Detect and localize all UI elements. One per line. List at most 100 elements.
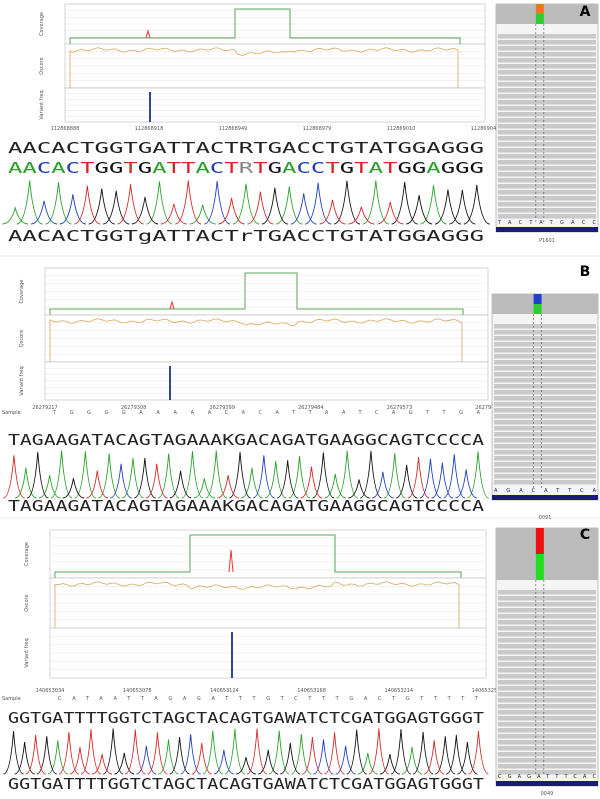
igv-read — [498, 124, 596, 129]
igv-gene — [492, 495, 598, 500]
igv-read — [498, 680, 596, 685]
igv-read — [498, 722, 596, 727]
coordinate: 112869040 — [471, 126, 500, 132]
coverage-spike — [169, 300, 175, 310]
igv-read — [498, 656, 596, 661]
igv-read — [498, 202, 596, 207]
igv-read — [498, 740, 596, 745]
coordinate: 140653034 — [36, 688, 65, 694]
track-label: Variant freq — [39, 90, 45, 119]
igv-caption: 0049 — [541, 791, 554, 797]
igv-read — [498, 608, 596, 613]
igv-read — [498, 614, 596, 619]
igv-read — [498, 716, 596, 721]
igv-read — [498, 704, 596, 709]
igv-read — [498, 758, 596, 763]
igv-read — [494, 468, 596, 473]
igv-read — [494, 360, 596, 365]
igv-read — [498, 196, 596, 201]
igv-read — [498, 118, 596, 123]
igv-read — [494, 462, 596, 467]
igv-coverage — [492, 294, 598, 314]
igv-read — [498, 632, 596, 637]
chromatogram-trace — [3, 728, 478, 775]
igv-read — [498, 764, 596, 769]
igv-read — [494, 390, 596, 395]
igv-read — [494, 348, 596, 353]
igv-read — [498, 668, 596, 673]
igv-read — [494, 414, 596, 419]
igv-read — [498, 64, 596, 69]
igv-read — [494, 438, 596, 443]
coordinate: 112868979 — [303, 126, 332, 132]
igv-read — [498, 112, 596, 117]
igv-read — [494, 378, 596, 383]
igv-read — [498, 88, 596, 93]
igv-read — [498, 650, 596, 655]
igv-read — [498, 136, 596, 141]
coverage-spike — [145, 29, 151, 39]
igv-read — [494, 366, 596, 371]
panel-label: C — [580, 527, 590, 543]
igv-read — [498, 184, 596, 189]
igv-gene — [496, 227, 598, 232]
igv-read — [498, 166, 596, 171]
sample-row: CATAATTAGAGATTTGTCTTTGACTGTTTTT — [58, 696, 479, 702]
chromatogram-trace — [25, 728, 489, 775]
igv-read — [494, 408, 596, 413]
coverage-line — [54, 534, 462, 578]
igv-read — [494, 450, 596, 455]
igv-read — [494, 324, 596, 329]
track-label: Coverage — [24, 542, 30, 566]
chromatogram-trace — [47, 728, 423, 775]
coordinate: 26279217 — [32, 405, 57, 411]
coordinate: 140653124 — [210, 688, 239, 694]
track-label: Coverage — [19, 280, 25, 304]
track-label: Coverage — [39, 12, 45, 36]
igv-read — [498, 178, 596, 183]
panel-label: A — [580, 4, 591, 20]
sequence: AACACTGGTGATTACTRTGACCTGTATGGAGGG — [8, 139, 484, 157]
igv-read — [498, 70, 596, 75]
igv-read — [498, 596, 596, 601]
track-label: Qscore — [24, 594, 30, 611]
coordinate: 26279484 — [298, 405, 323, 411]
track-label: Variant freq — [24, 638, 30, 667]
chromatogram-trace — [136, 734, 356, 775]
igv-read — [498, 602, 596, 607]
coordinate: 140653214 — [384, 688, 413, 694]
igv-read — [494, 384, 596, 389]
igv-read — [494, 354, 596, 359]
igv-read — [494, 474, 596, 479]
chromatogram-trace — [26, 450, 418, 499]
igv-read — [498, 142, 596, 147]
igv-read — [498, 674, 596, 679]
igv-read — [498, 728, 596, 733]
igv-read — [498, 106, 596, 111]
allele-bar — [535, 554, 544, 580]
allele-bar — [535, 528, 544, 554]
igv-read — [498, 644, 596, 649]
igv-read — [498, 34, 596, 39]
track-label: Variant freq — [19, 366, 25, 395]
track-label: Qscore — [19, 330, 25, 347]
qscore-line — [54, 581, 460, 628]
igv-bases: CGAGATTTCAC — [498, 774, 597, 780]
coordinate: 26279308 — [121, 405, 146, 411]
allele-bar — [533, 294, 542, 304]
coverage-spike — [228, 549, 234, 573]
coordinate: 112868949 — [219, 126, 248, 132]
chromatogram-trace — [31, 181, 332, 225]
igv-read — [498, 620, 596, 625]
coverage-line — [69, 8, 461, 44]
igv-read — [498, 52, 596, 57]
track-label: Qscore — [39, 57, 45, 74]
coordinate: 140653259 — [472, 688, 501, 694]
sequence: GGTGATTTTGGTCTAGCTACAGTGAWATCTCGATGGAGTG… — [8, 709, 484, 727]
igv-read — [498, 752, 596, 757]
igv-read — [498, 662, 596, 667]
igv-read — [498, 82, 596, 87]
igv-read — [498, 76, 596, 81]
igv-read — [494, 396, 596, 401]
